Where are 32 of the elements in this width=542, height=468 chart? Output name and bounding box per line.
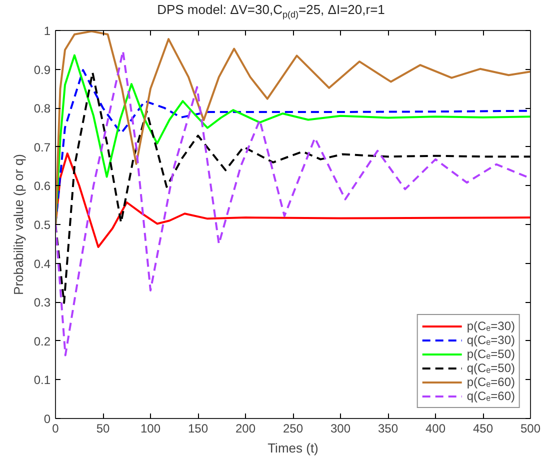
x-tick-label: 400 <box>425 422 446 436</box>
y-tick-label: 0.9 <box>34 62 51 77</box>
legend-label: q(Cₑ=30) <box>466 333 515 347</box>
y-tick-label: 0.5 <box>34 218 51 232</box>
line-series <box>56 152 530 248</box>
y-tick-label: 1 <box>44 24 51 38</box>
x-tick-label: 150 <box>188 422 208 436</box>
legend-label: q(Cₑ=50) <box>466 361 515 375</box>
x-tick-label: 0 <box>52 422 60 436</box>
x-tick-label: 250 <box>282 422 304 436</box>
y-tick-label: 0 <box>44 412 51 426</box>
y-tick-label: 0.1 <box>34 373 51 388</box>
y-tick-label: 0.6 <box>34 179 51 194</box>
legend-label: p(Cₑ=30) <box>466 319 515 333</box>
y-tick-label: 0.2 <box>34 334 51 348</box>
legend-label: p(Cₑ=50) <box>466 347 515 361</box>
y-axis-title: Probability value (p or q) <box>10 154 26 295</box>
y-tick-label: 0.3 <box>34 296 51 310</box>
x-tick-label: 500 <box>520 422 541 436</box>
y-tick-label: 0.4 <box>34 256 51 271</box>
x-tick-label: 300 <box>330 422 351 436</box>
x-tick-label: 100 <box>140 422 161 436</box>
x-axis-title: Times (t) <box>268 440 318 456</box>
legend-label: p(Cₑ=60) <box>466 375 515 389</box>
x-tick-label: 450 <box>472 422 494 436</box>
y-tick-label: 0.7 <box>34 140 51 154</box>
x-tick-label: 200 <box>235 422 256 436</box>
x-tick-label: 50 <box>96 422 110 436</box>
y-tick-label: 0.8 <box>34 102 51 116</box>
x-tick-label: 350 <box>378 422 398 436</box>
legend-label: q(Cₑ=60) <box>466 389 515 403</box>
chart-title: DPS model: ΔV=30,C$_{p(d)}$=25, ΔI=20,r=1 <box>156 2 386 22</box>
